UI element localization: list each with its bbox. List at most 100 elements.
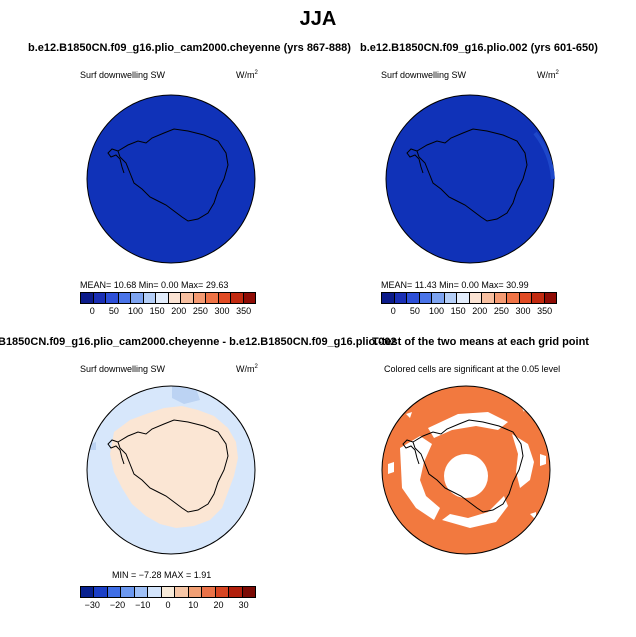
panel-4-antarctica-outline <box>412 419 524 513</box>
colorbar-cell <box>419 293 432 303</box>
panel-1-units-exp: 2 <box>254 70 258 76</box>
panel-3-units-base: W/m <box>236 364 255 374</box>
panel-1-ocean <box>86 94 256 264</box>
colorbar-cell <box>81 293 94 303</box>
panel-2-colorbar <box>381 292 557 304</box>
colorbar-tick-label: 30 <box>238 600 249 610</box>
colorbar-cell <box>494 293 507 303</box>
colorbar-tick-label: 350 <box>236 306 252 316</box>
panel-3-units-exp: 2 <box>254 364 258 370</box>
panel-2-edge-tint <box>533 131 555 180</box>
panel-2-title: b.e12.B1850CN.f09_g16.plio.002 (yrs 601-… <box>360 42 598 54</box>
colorbar-tick-label: 150 <box>149 306 165 316</box>
colorbar-cell <box>168 293 181 303</box>
colorbar-tick-label: 200 <box>171 306 187 316</box>
colorbar-tick-label: 350 <box>537 306 553 316</box>
panel-4-white-ring-right <box>512 434 534 488</box>
colorbar-cell <box>394 293 407 303</box>
colorbar-cell <box>507 293 520 303</box>
colorbar-tick-label: 150 <box>450 306 466 316</box>
panel-4-peninsula-outline <box>402 439 420 465</box>
colorbar-cell <box>206 293 219 303</box>
colorbar-cell <box>382 293 395 303</box>
colorbar-tick-label: 200 <box>472 306 488 316</box>
panel-1-units: W/m2 <box>236 70 258 80</box>
colorbar-tick-label: 100 <box>429 306 445 316</box>
panel-2-units-exp: 2 <box>555 70 559 76</box>
panel-1-stats: MEAN= 10.68 Min= 0.00 Max= 29.63 <box>80 280 229 290</box>
panel-3-stats: MIN = −7.28 MAX = 1.91 <box>112 570 212 580</box>
panel-2-stats: MEAN= 11.43 Min= 0.00 Max= 30.99 <box>381 280 529 290</box>
panel-2-units: W/m2 <box>537 70 559 80</box>
colorbar-cell <box>81 587 95 597</box>
colorbar-tick-label: −10 <box>135 600 151 610</box>
colorbar-tick-label: −20 <box>109 600 126 610</box>
colorbar-cell <box>532 293 545 303</box>
colorbar-cell <box>482 293 495 303</box>
colorbar-cell <box>432 293 445 303</box>
colorbar-cell <box>188 587 203 597</box>
colorbar-tick-label: 0 <box>165 600 171 610</box>
colorbar-cell <box>519 293 532 303</box>
panel-3-map <box>86 385 256 555</box>
colorbar-tick-label: 50 <box>108 306 119 316</box>
panel-3-colorbar <box>80 586 256 598</box>
panel-1-colorbar <box>80 292 256 304</box>
colorbar-cell <box>242 587 256 597</box>
panel-4-white-ring-top <box>428 412 508 438</box>
colorbar-cell <box>229 587 243 597</box>
colorbar-tick-label: 0 <box>89 306 95 316</box>
panel-2-map <box>385 94 555 264</box>
panel-4-map <box>381 385 551 555</box>
colorbar-cell <box>156 293 169 303</box>
colorbar-cell <box>444 293 457 303</box>
colorbar-tick-label: 250 <box>192 306 208 316</box>
panel-2-ocean <box>385 94 555 264</box>
panel-1-title: b.e12.B1850CN.f09_g16.plio_cam2000.cheye… <box>28 42 351 54</box>
colorbar-cell <box>148 587 162 597</box>
colorbar-cell <box>231 293 244 303</box>
panel-3-units: W/m2 <box>236 364 258 374</box>
colorbar-cell <box>243 293 255 303</box>
colorbar-cell <box>161 587 176 597</box>
colorbar-tick-label: 300 <box>214 306 230 316</box>
panel-2-units-base: W/m <box>537 70 556 80</box>
colorbar-cell <box>407 293 420 303</box>
colorbar-tick-label: 100 <box>128 306 144 316</box>
panel-1-variable: Surf downwelling SW <box>80 70 166 80</box>
panel-4-center-hole <box>444 454 488 498</box>
colorbar-cell <box>544 293 556 303</box>
colorbar-cell <box>175 587 189 597</box>
panel-2-antarctica-outline <box>416 128 528 222</box>
panel-3-antarctica-outline <box>117 419 229 513</box>
figure-title: JJA <box>299 8 337 30</box>
panel-4-white-ring-bottom <box>442 496 508 528</box>
colorbar-cell <box>218 293 231 303</box>
colorbar-cell <box>93 293 106 303</box>
panel-4-subtitle: Colored cells are significant at the 0.0… <box>384 364 561 374</box>
panel-1-map <box>86 94 256 264</box>
colorbar-cell <box>215 587 230 597</box>
panel-3-positive-region <box>110 406 238 528</box>
colorbar-tick-label: 20 <box>213 600 224 610</box>
panel-2-peninsula-outline <box>406 148 424 174</box>
colorbar-cell <box>106 293 119 303</box>
colorbar-tick-label: 250 <box>493 306 509 316</box>
colorbar-cell <box>131 293 144 303</box>
colorbar-cell <box>118 293 131 303</box>
colorbar-cell <box>143 293 156 303</box>
panel-1-units-base: W/m <box>236 70 255 80</box>
colorbar-tick-label: 300 <box>515 306 531 316</box>
panel-1-antarctica-outline <box>117 128 229 222</box>
colorbar-cell <box>202 587 216 597</box>
panel-4-white-ring-left <box>400 436 440 520</box>
colorbar-cell <box>121 587 135 597</box>
colorbar-cell <box>193 293 206 303</box>
panel-1-peninsula-outline <box>107 148 125 174</box>
colorbar-cell <box>469 293 482 303</box>
colorbar-cell <box>94 587 108 597</box>
colorbar-cell <box>107 587 122 597</box>
colorbar-tick-label: 0 <box>390 306 396 316</box>
colorbar-tick-label: 10 <box>188 600 199 610</box>
colorbar-cell <box>181 293 194 303</box>
